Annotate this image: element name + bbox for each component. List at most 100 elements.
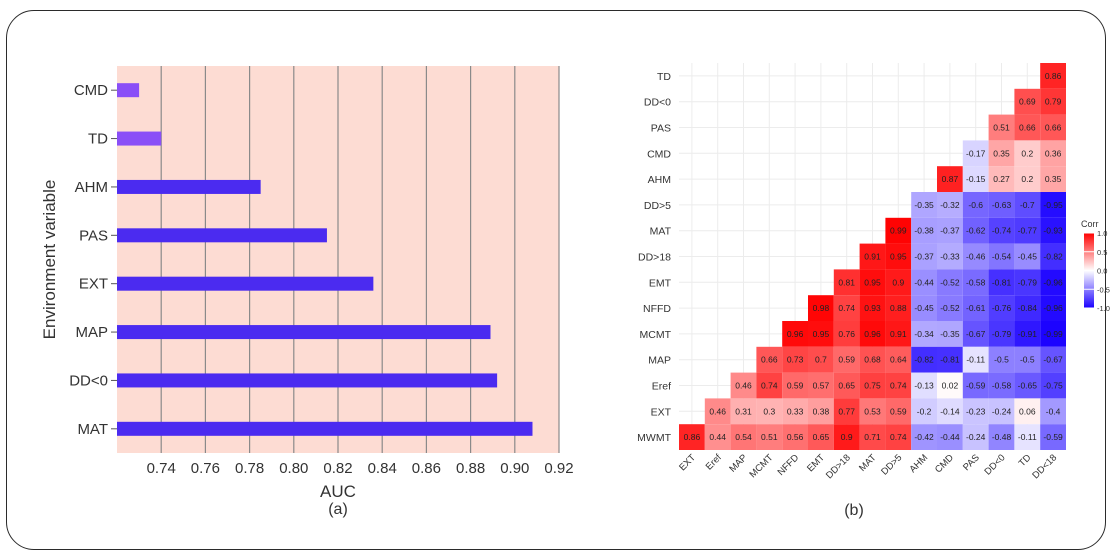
cell-value: -0.96 (1043, 277, 1063, 287)
heatmap-cell (911, 346, 937, 373)
cell-value: 0.65 (838, 381, 855, 391)
heatmap-cell (988, 398, 1015, 425)
heatmap-cell (988, 217, 1015, 244)
heatmap-cell (937, 243, 963, 270)
heatmap-cell (937, 295, 963, 321)
cell-value: -0.77 (1018, 226, 1038, 236)
heatmap-cell (885, 295, 912, 321)
heatmap-cell (756, 424, 783, 450)
heatmap-cell (782, 398, 808, 425)
cell-value: -0.37 (940, 226, 960, 236)
x-tick-label: TD (1017, 452, 1034, 469)
cell-value: -0.38 (914, 226, 934, 236)
cell-value: 0.35 (993, 148, 1010, 158)
cell-value: 0.9 (892, 277, 904, 287)
cell-value: 0.27 (993, 174, 1010, 184)
heatmap-cell (859, 269, 886, 296)
y-tick-label: DD>18 (638, 252, 671, 264)
cell-value: 0.81 (838, 277, 855, 287)
cell-value: -0.6 (968, 200, 983, 210)
heatmap-cell (885, 321, 912, 347)
cell-value: -0.65 (1018, 381, 1038, 391)
heatmap-cell (1040, 88, 1066, 115)
heatmap-cell (808, 346, 834, 373)
heatmap-cell (937, 398, 963, 425)
heatmap-cell (988, 140, 1015, 167)
heatmap-cell (988, 424, 1015, 450)
heatmap-cell (808, 398, 834, 425)
heatmap-cell (833, 372, 860, 399)
cell-value: -0.14 (940, 406, 960, 416)
cell-value: 0.91 (890, 329, 907, 339)
heatmap-cell (1040, 321, 1066, 347)
heatmap-cell (730, 398, 757, 425)
cell-value: 0.53 (864, 406, 881, 416)
cell-value: 0.46 (709, 406, 726, 416)
y-tick-label: MAT (650, 226, 672, 238)
heatmap-cell (808, 295, 834, 321)
cell-value: 0.2 (1021, 148, 1033, 158)
heatmap-cell (1014, 88, 1041, 115)
cell-value: -0.61 (966, 303, 986, 313)
legend-tick-label: 0.5 (1097, 248, 1107, 257)
heatmap-cell (1040, 346, 1066, 373)
legend-tick-label: 0.0 (1097, 267, 1107, 276)
cell-value: 0.9 (841, 432, 853, 442)
cell-value: 0.74 (838, 303, 855, 313)
cell-value: 0.66 (761, 355, 778, 365)
heatmap-cell (885, 217, 912, 244)
bar (117, 179, 261, 194)
heatmap-cell (1040, 63, 1066, 89)
heatmap-cell (756, 346, 783, 373)
y-tick-label: PAS (651, 123, 671, 135)
cell-value: -0.99 (1043, 329, 1063, 339)
x-tick-label: EMT (805, 452, 827, 474)
heatmap-cell (1014, 295, 1041, 321)
x-tick-label: 0.80 (279, 460, 308, 477)
cell-value: 0.66 (1019, 123, 1036, 133)
heatmap-cell (1014, 192, 1041, 218)
cell-value: 0.33 (787, 406, 804, 416)
heatmap-cell (859, 398, 886, 425)
heatmap-cell (988, 243, 1015, 270)
y-tick-label: MAP (75, 324, 108, 341)
cell-value: 0.35 (1045, 174, 1062, 184)
cell-value: 0.73 (787, 355, 804, 365)
heatmap-cell (988, 346, 1015, 373)
heatmap-cell (808, 372, 834, 399)
heatmap-cell (962, 321, 989, 347)
cell-value: -0.11 (1018, 432, 1037, 442)
heatmap-cell (704, 398, 731, 425)
y-tick-label: MWMT (637, 432, 671, 444)
cell-value: -0.74 (992, 226, 1012, 236)
bar (117, 228, 327, 243)
cell-value: 0.68 (864, 355, 881, 365)
heatmap-cell (937, 269, 963, 296)
heatmap-cell (937, 424, 963, 450)
cell-value: 0.66 (1045, 123, 1062, 133)
y-tick-label: MAT (77, 421, 108, 438)
heatmap-cell (962, 372, 989, 399)
cell-value: 0.57 (813, 381, 830, 391)
heatmap-cell (962, 346, 989, 373)
heatmap-cell (988, 372, 1015, 399)
cell-value: 0.51 (993, 123, 1010, 133)
heatmap-cell (782, 346, 808, 373)
cell-value: -0.23 (966, 406, 986, 416)
cell-value: -0.81 (940, 355, 960, 365)
cell-value: -0.35 (914, 200, 934, 210)
y-tick-label: AHM (648, 174, 671, 186)
cell-value: -0.82 (914, 355, 934, 365)
y-tick-label: EXT (79, 276, 108, 293)
cell-value: -0.58 (966, 277, 986, 287)
heatmap-cell (911, 243, 937, 270)
legend-tick-label: -1.0 (1097, 304, 1110, 313)
cell-value: 0.98 (813, 303, 830, 313)
heatmap-cell (911, 269, 937, 296)
heatmap-cell (1040, 243, 1066, 270)
panel-label-a: (a) (328, 501, 348, 518)
heatmap-cell (1014, 398, 1041, 425)
heatmap-cell (988, 114, 1015, 141)
y-tick-label: TD (657, 71, 671, 83)
heatmap-cell (911, 192, 937, 218)
